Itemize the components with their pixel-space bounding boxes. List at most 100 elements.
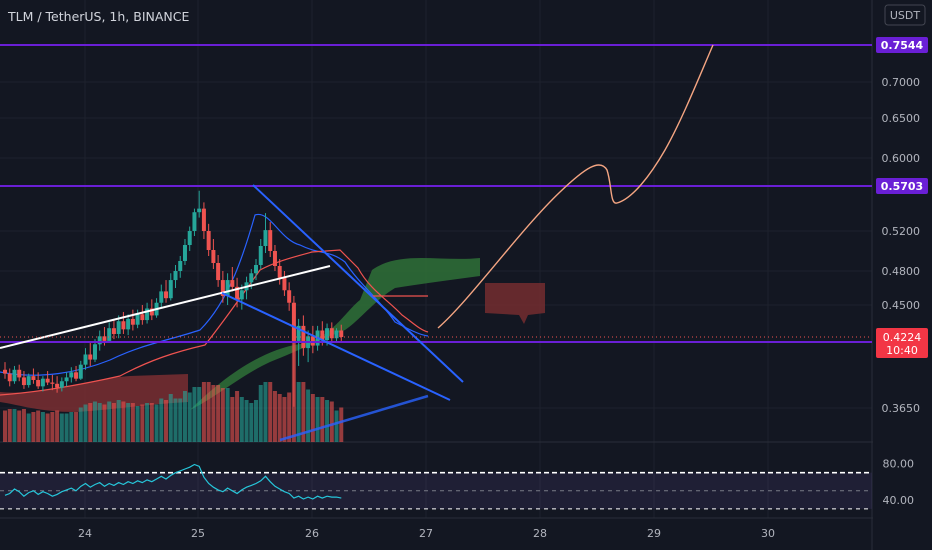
candle	[3, 362, 7, 379]
volume-bar	[296, 382, 301, 442]
candle-body	[3, 369, 7, 374]
candle-body	[263, 230, 268, 246]
candle	[339, 324, 344, 341]
candle-body	[31, 376, 36, 380]
candle-body	[159, 291, 164, 303]
price-tick-label: 0.4500	[882, 299, 921, 312]
candle	[107, 322, 112, 344]
volume-bar	[69, 412, 74, 442]
volume-bar	[182, 391, 187, 442]
rsi-tick-label: 80.00	[883, 458, 915, 471]
volume-bar	[3, 410, 7, 442]
volume-bar	[225, 388, 230, 442]
volume-bar	[36, 410, 41, 442]
countdown-label: 10:40	[886, 344, 918, 357]
volume-bar	[272, 391, 277, 442]
candle-body	[12, 369, 17, 382]
candle-body	[116, 321, 121, 334]
candle-body	[277, 266, 282, 278]
candle	[111, 318, 116, 340]
candle-body	[272, 251, 277, 266]
currency-label: USDT	[890, 9, 921, 22]
drawing-tools[interactable]	[0, 44, 872, 442]
candle	[26, 373, 31, 388]
volume-bar	[7, 409, 12, 442]
candle	[36, 372, 41, 389]
candle	[334, 328, 339, 342]
volume-bar	[334, 410, 339, 442]
volume-bar	[83, 404, 88, 442]
candle-body	[69, 372, 74, 378]
time-axis[interactable]: 24 25 26 27 28 29 30	[78, 527, 775, 540]
volume-bar	[130, 403, 135, 442]
candle-body	[26, 376, 31, 386]
candle	[145, 302, 150, 324]
volume-bar	[159, 398, 164, 442]
volume-bar	[21, 409, 26, 442]
price-axis[interactable]: 0.7000 0.6500 0.6000 0.5200 0.4800 0.4500 0.36…	[873, 0, 932, 550]
time-tick-label: 26	[305, 527, 319, 540]
candle	[192, 208, 197, 236]
candle-body	[192, 212, 197, 231]
candle-body	[201, 208, 206, 231]
volume-bar	[88, 403, 93, 442]
volume-bar	[45, 413, 50, 442]
price-tick-label: 0.3650	[882, 402, 921, 415]
candle	[254, 259, 259, 281]
symbol-title[interactable]: TLM / TetherUS, 1h, BINANCE	[7, 9, 189, 24]
falling-wedge-upper	[252, 184, 464, 383]
candle-body	[168, 280, 173, 299]
time-tick-label: 30	[761, 527, 775, 540]
candle-body	[235, 286, 240, 300]
volume-bar	[263, 382, 268, 442]
volume-bar	[31, 412, 36, 442]
candle-body	[64, 377, 69, 382]
volume-bar	[26, 413, 31, 442]
volume-bar	[206, 382, 211, 442]
candle-body	[258, 246, 263, 265]
candle	[301, 315, 306, 356]
candle	[173, 265, 178, 288]
price-projection-path	[437, 44, 714, 329]
candle	[130, 309, 135, 331]
candle	[310, 325, 315, 354]
rising-trendline	[0, 265, 331, 349]
last-price-label: 0.4224	[883, 331, 922, 344]
volume-bar	[50, 412, 55, 442]
level-badge-label: 0.5703	[881, 180, 923, 193]
candle-body	[206, 231, 211, 250]
currency-button[interactable]	[884, 4, 926, 26]
candle-body	[36, 379, 41, 387]
volume-trendline	[279, 394, 429, 442]
rsi-pane[interactable]	[0, 463, 872, 510]
level-badge-label: 0.7544	[881, 39, 924, 52]
time-tick-label: 24	[78, 527, 92, 540]
candle-body	[173, 271, 178, 281]
volume-bars	[3, 330, 344, 442]
volume-bar	[17, 410, 22, 442]
candle-body	[282, 277, 287, 291]
candle	[164, 280, 169, 303]
volume-bar	[102, 404, 107, 442]
candle	[74, 365, 79, 382]
time-tick-label: 28	[533, 527, 547, 540]
volume-bar	[329, 401, 334, 442]
volume-bar	[201, 382, 206, 442]
volume-bar	[325, 400, 330, 442]
candle-body	[130, 318, 135, 325]
volume-bar	[216, 385, 221, 442]
candle-body	[182, 245, 187, 261]
volume-bar	[12, 409, 17, 442]
falling-wedge-lower	[221, 292, 451, 401]
candle	[126, 314, 131, 336]
volume-bar	[258, 385, 263, 442]
volume-bar	[74, 412, 79, 442]
candle	[225, 273, 230, 305]
candle	[140, 305, 145, 325]
price-axis-background	[873, 0, 932, 550]
volume-bar	[197, 387, 202, 442]
candle	[45, 371, 50, 386]
volume-bar	[301, 382, 306, 442]
